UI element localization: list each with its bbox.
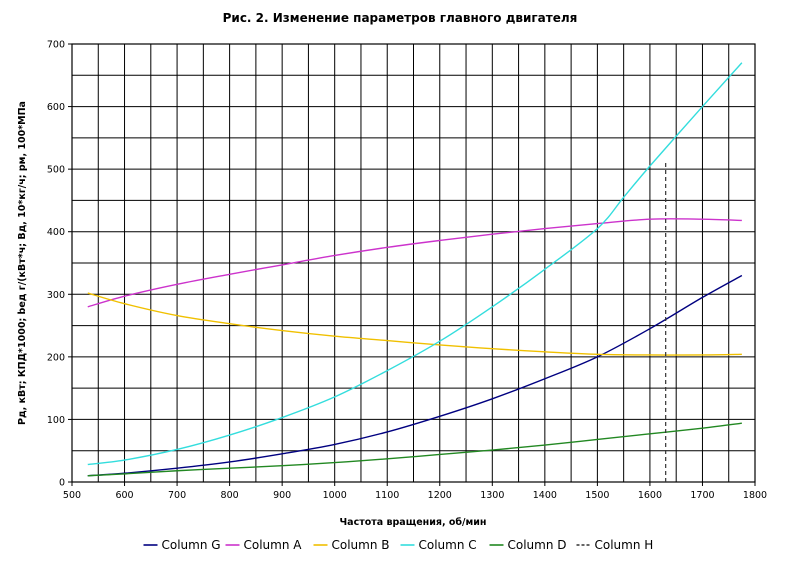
y-tick-label: 300 xyxy=(47,290,65,301)
legend-item-column-b: Column B xyxy=(313,538,390,552)
legend-item-column-h: Column H xyxy=(576,538,654,552)
x-tick-label: 900 xyxy=(273,490,291,501)
x-tick-label: 1600 xyxy=(638,490,662,501)
legend: Column G Column A Column B Column C Column D… xyxy=(143,538,654,552)
legend-label: Column A xyxy=(244,538,303,552)
axes xyxy=(68,43,756,486)
x-tick-label: 1300 xyxy=(480,490,504,501)
legend-label: Column G xyxy=(162,538,221,552)
legend-label: Column B xyxy=(332,538,390,552)
y-tick-label: 500 xyxy=(47,165,65,176)
series-line-column-b xyxy=(87,292,742,356)
series-line-column-c xyxy=(87,62,743,466)
x-tick-label: 500 xyxy=(63,490,81,501)
x-tick-label: 1400 xyxy=(533,490,557,501)
legend-item-column-c: Column C xyxy=(400,538,477,552)
x-tick-label: 800 xyxy=(221,490,239,501)
chart-title: Рис. 2. Изменение параметров главного дв… xyxy=(223,11,578,25)
x-tick-label: 1700 xyxy=(690,490,714,501)
y-tick-labels: 0 100 200 300 400 500 600 700 xyxy=(47,40,65,489)
x-axis-label: Частота вращения, об/мин xyxy=(340,517,487,528)
y-tick-label: 400 xyxy=(47,227,65,238)
x-tick-label: 600 xyxy=(115,490,133,501)
series-lines xyxy=(87,62,743,482)
y-tick-label: 0 xyxy=(59,478,65,489)
y-tick-label: 600 xyxy=(47,102,65,113)
series-line-column-d xyxy=(87,422,742,477)
x-tick-labels: 500 600 700 800 900 1000 1100 1200 1300 1400 1500 1… xyxy=(63,490,767,501)
legend-item-column-g: Column G xyxy=(143,538,221,552)
series-line-column-a xyxy=(87,218,742,308)
x-tick-label: 1200 xyxy=(428,490,452,501)
legend-label: Column C xyxy=(419,538,477,552)
y-tick-label: 100 xyxy=(47,415,65,426)
y-axis-label: Pд, кВт; КПД*1000; bед г/(кВт*ч; Вд, 10*… xyxy=(17,101,28,425)
x-tick-label: 1000 xyxy=(323,490,347,501)
legend-label: Column D xyxy=(508,538,567,552)
legend-item-column-a: Column A xyxy=(225,538,303,552)
y-tick-label: 700 xyxy=(47,40,65,51)
legend-label: Column H xyxy=(595,538,654,552)
x-tick-label: 1100 xyxy=(375,490,399,501)
plot-frame xyxy=(71,43,756,483)
legend-item-column-d: Column D xyxy=(489,538,567,552)
x-tick-label: 700 xyxy=(168,490,186,501)
y-tick-label: 200 xyxy=(47,352,65,363)
x-tick-label: 1500 xyxy=(585,490,609,501)
x-tick-label: 1800 xyxy=(743,490,767,501)
series-line-column-g xyxy=(87,274,743,477)
